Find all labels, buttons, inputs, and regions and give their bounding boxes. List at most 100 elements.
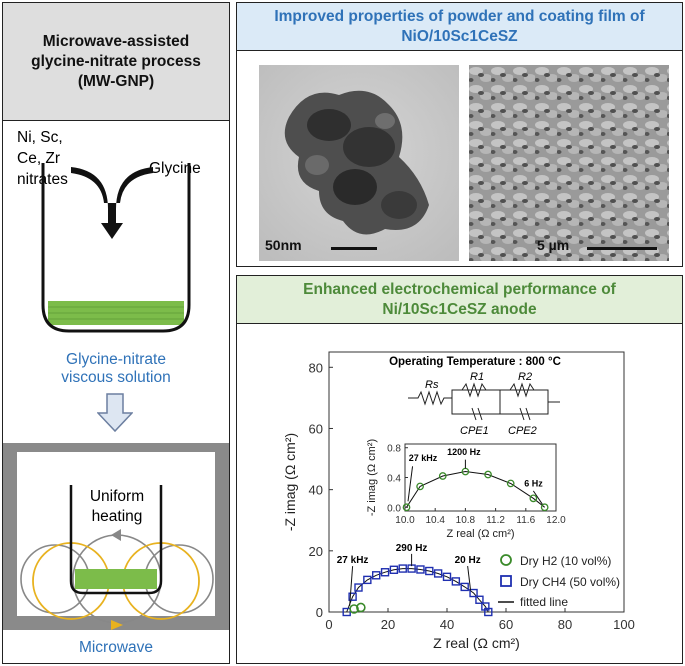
tem-scale-label: 50nm bbox=[265, 237, 302, 253]
h2-inset-data-point bbox=[540, 503, 549, 512]
inset-y-axis-label: -Z imag (Ω cm²) bbox=[366, 439, 378, 516]
y-tick-label: 80 bbox=[309, 360, 323, 375]
y-axis-label: -Z imag (Ω cm²) bbox=[282, 433, 298, 531]
h2-inset-data-point bbox=[529, 494, 538, 503]
x-tick-label: 40 bbox=[440, 617, 454, 632]
circuit-label-r2: R2 bbox=[518, 371, 532, 383]
ch4-data-point bbox=[348, 592, 357, 601]
micrograph-title-line-1: Improved properties of powder and coatin… bbox=[274, 7, 645, 25]
ch4-data-point bbox=[484, 607, 493, 617]
x-tick-label: 80 bbox=[558, 617, 572, 632]
h2-inset-data-point bbox=[506, 479, 515, 488]
annotation-290hz: 290 Hz bbox=[396, 543, 428, 554]
inset-annotation-arrow bbox=[407, 466, 414, 502]
h2-inset-data-point bbox=[438, 472, 447, 480]
circuit-label-cpe1: CPE1 bbox=[460, 425, 489, 437]
y-tick-label: 60 bbox=[309, 421, 323, 436]
micrograph-header: Improved properties of powder and coatin… bbox=[237, 3, 682, 51]
y-tick-label: 0 bbox=[316, 605, 323, 620]
process-title-line-3: (MW-GNP) bbox=[77, 72, 155, 90]
tem-scale-bar bbox=[331, 247, 377, 250]
sem-scale-bar bbox=[587, 247, 657, 250]
legend-ch4-marker bbox=[500, 575, 512, 587]
y-tick-label: 20 bbox=[309, 544, 323, 559]
inset-x-tick-label: 11.2 bbox=[486, 515, 505, 526]
x-tick-label: 100 bbox=[613, 617, 635, 632]
inset-x-tick-label: 11.6 bbox=[516, 515, 535, 526]
h2-inset-data-point bbox=[484, 470, 492, 479]
x-tick-label: 0 bbox=[325, 617, 332, 632]
impedance-header: Enhanced electrochemical performance of … bbox=[237, 276, 682, 324]
impedance-panel: Enhanced electrochemical performance of … bbox=[236, 275, 683, 664]
process-title-line-1: Microwave-assisted bbox=[42, 32, 190, 50]
inset-x-axis-label: Z real (Ω cm²) bbox=[446, 528, 514, 540]
annotation-arrow bbox=[467, 566, 472, 591]
micrograph-title-line-2: NiO/10Sc1CeSZ bbox=[401, 27, 518, 45]
sem-image: 5 µm bbox=[469, 65, 669, 261]
operating-temperature-label: Operating Temperature : 800 °C bbox=[389, 356, 561, 368]
x-axis-label: Z real (Ω cm²) bbox=[433, 635, 520, 651]
ch4-data-point bbox=[363, 575, 372, 585]
inset-annotation-6hz: 6 Hz bbox=[524, 478, 543, 488]
nyquist-chart: 0 20 40 60 80 100 0 20 40 60 80 Z real (Ω cm²) -Z im… bbox=[282, 351, 635, 651]
impedance-title-line-2: Ni/10Sc1CeSZ anode bbox=[382, 300, 537, 318]
beaker bbox=[41, 163, 191, 333]
heating-label: Uniform heating bbox=[89, 488, 145, 525]
inset-annotation-27khz: 27 kHz bbox=[409, 453, 438, 463]
impedance-title-line-1: Enhanced electrochemical performance of bbox=[303, 280, 616, 298]
ch4-data-point bbox=[380, 568, 390, 577]
legend-h2-label: Dry H2 (10 vol%) bbox=[520, 554, 611, 568]
process-title-line-2: glycine-nitrate process bbox=[31, 52, 201, 70]
inset-y-tick-label: 0.0 bbox=[387, 503, 401, 514]
ch4-data-point bbox=[460, 582, 469, 592]
microwave-diagram bbox=[3, 443, 229, 630]
inset-annotation-arrow bbox=[532, 490, 543, 505]
inset-y-tick-label: 0.4 bbox=[387, 474, 401, 485]
merge-arrow-icon bbox=[71, 167, 153, 239]
micrograph-panel: Improved properties of powder and coatin… bbox=[236, 2, 683, 267]
h2-data-point bbox=[356, 602, 366, 613]
h2-fitted-line bbox=[406, 470, 546, 508]
x-tick-label: 60 bbox=[499, 617, 513, 632]
ch4-data-point bbox=[425, 566, 434, 576]
down-arrow-icon bbox=[97, 393, 133, 433]
resistor-r2 bbox=[509, 382, 535, 398]
h2-data-point bbox=[349, 604, 359, 614]
circuit-label-cpe2: CPE2 bbox=[508, 425, 537, 437]
h2-inset-data-point bbox=[416, 482, 424, 491]
inset-x-tick-label: 12.0 bbox=[546, 515, 566, 526]
solution-label: Glycine-nitrate viscous solution bbox=[61, 351, 171, 386]
cpe-elements bbox=[471, 407, 531, 421]
ch4-data-point bbox=[398, 564, 407, 573]
arrow-bottom-icon bbox=[111, 620, 123, 630]
ch4-data-point bbox=[469, 588, 478, 598]
ch4-data-point bbox=[372, 571, 381, 580]
arrow-top-icon bbox=[111, 529, 121, 541]
ch4-data-point bbox=[389, 565, 399, 574]
legend-h2-marker bbox=[500, 554, 512, 566]
annotation-arrow bbox=[349, 566, 354, 606]
inset-x-tick-label: 10.4 bbox=[425, 515, 445, 526]
reagent-label: Ni, Sc, Ce, Zr nitrates bbox=[17, 129, 68, 188]
ch4-data-point bbox=[433, 569, 443, 578]
ch4-data-point bbox=[442, 572, 452, 582]
microwave-beaker bbox=[69, 485, 163, 595]
ch4-data-point bbox=[475, 595, 484, 604]
ch4-data-point bbox=[416, 565, 425, 574]
left-panel: Microwave-assisted glycine-nitrate proce… bbox=[2, 2, 230, 664]
microwave-label: Microwave bbox=[78, 639, 154, 656]
inset-x-tick-label: 10.8 bbox=[456, 515, 476, 526]
legend-ch4-label: Dry CH4 (50 vol%) bbox=[520, 575, 620, 589]
main-plot-frame bbox=[328, 351, 625, 613]
sem-scale-label: 5 µm bbox=[537, 237, 570, 253]
resistor-r1 bbox=[461, 382, 487, 398]
ch4-fitted-line bbox=[346, 568, 489, 613]
circuit-wires bbox=[408, 389, 560, 415]
ch4-data-point bbox=[451, 577, 461, 586]
microwave-solution bbox=[75, 569, 157, 589]
beaker-diagram bbox=[41, 163, 191, 333]
y-tick-label: 40 bbox=[309, 483, 323, 498]
tem-image: 50nm bbox=[259, 65, 459, 261]
ch4-data-point bbox=[354, 583, 363, 592]
circuit-label-r1: R1 bbox=[470, 371, 484, 383]
